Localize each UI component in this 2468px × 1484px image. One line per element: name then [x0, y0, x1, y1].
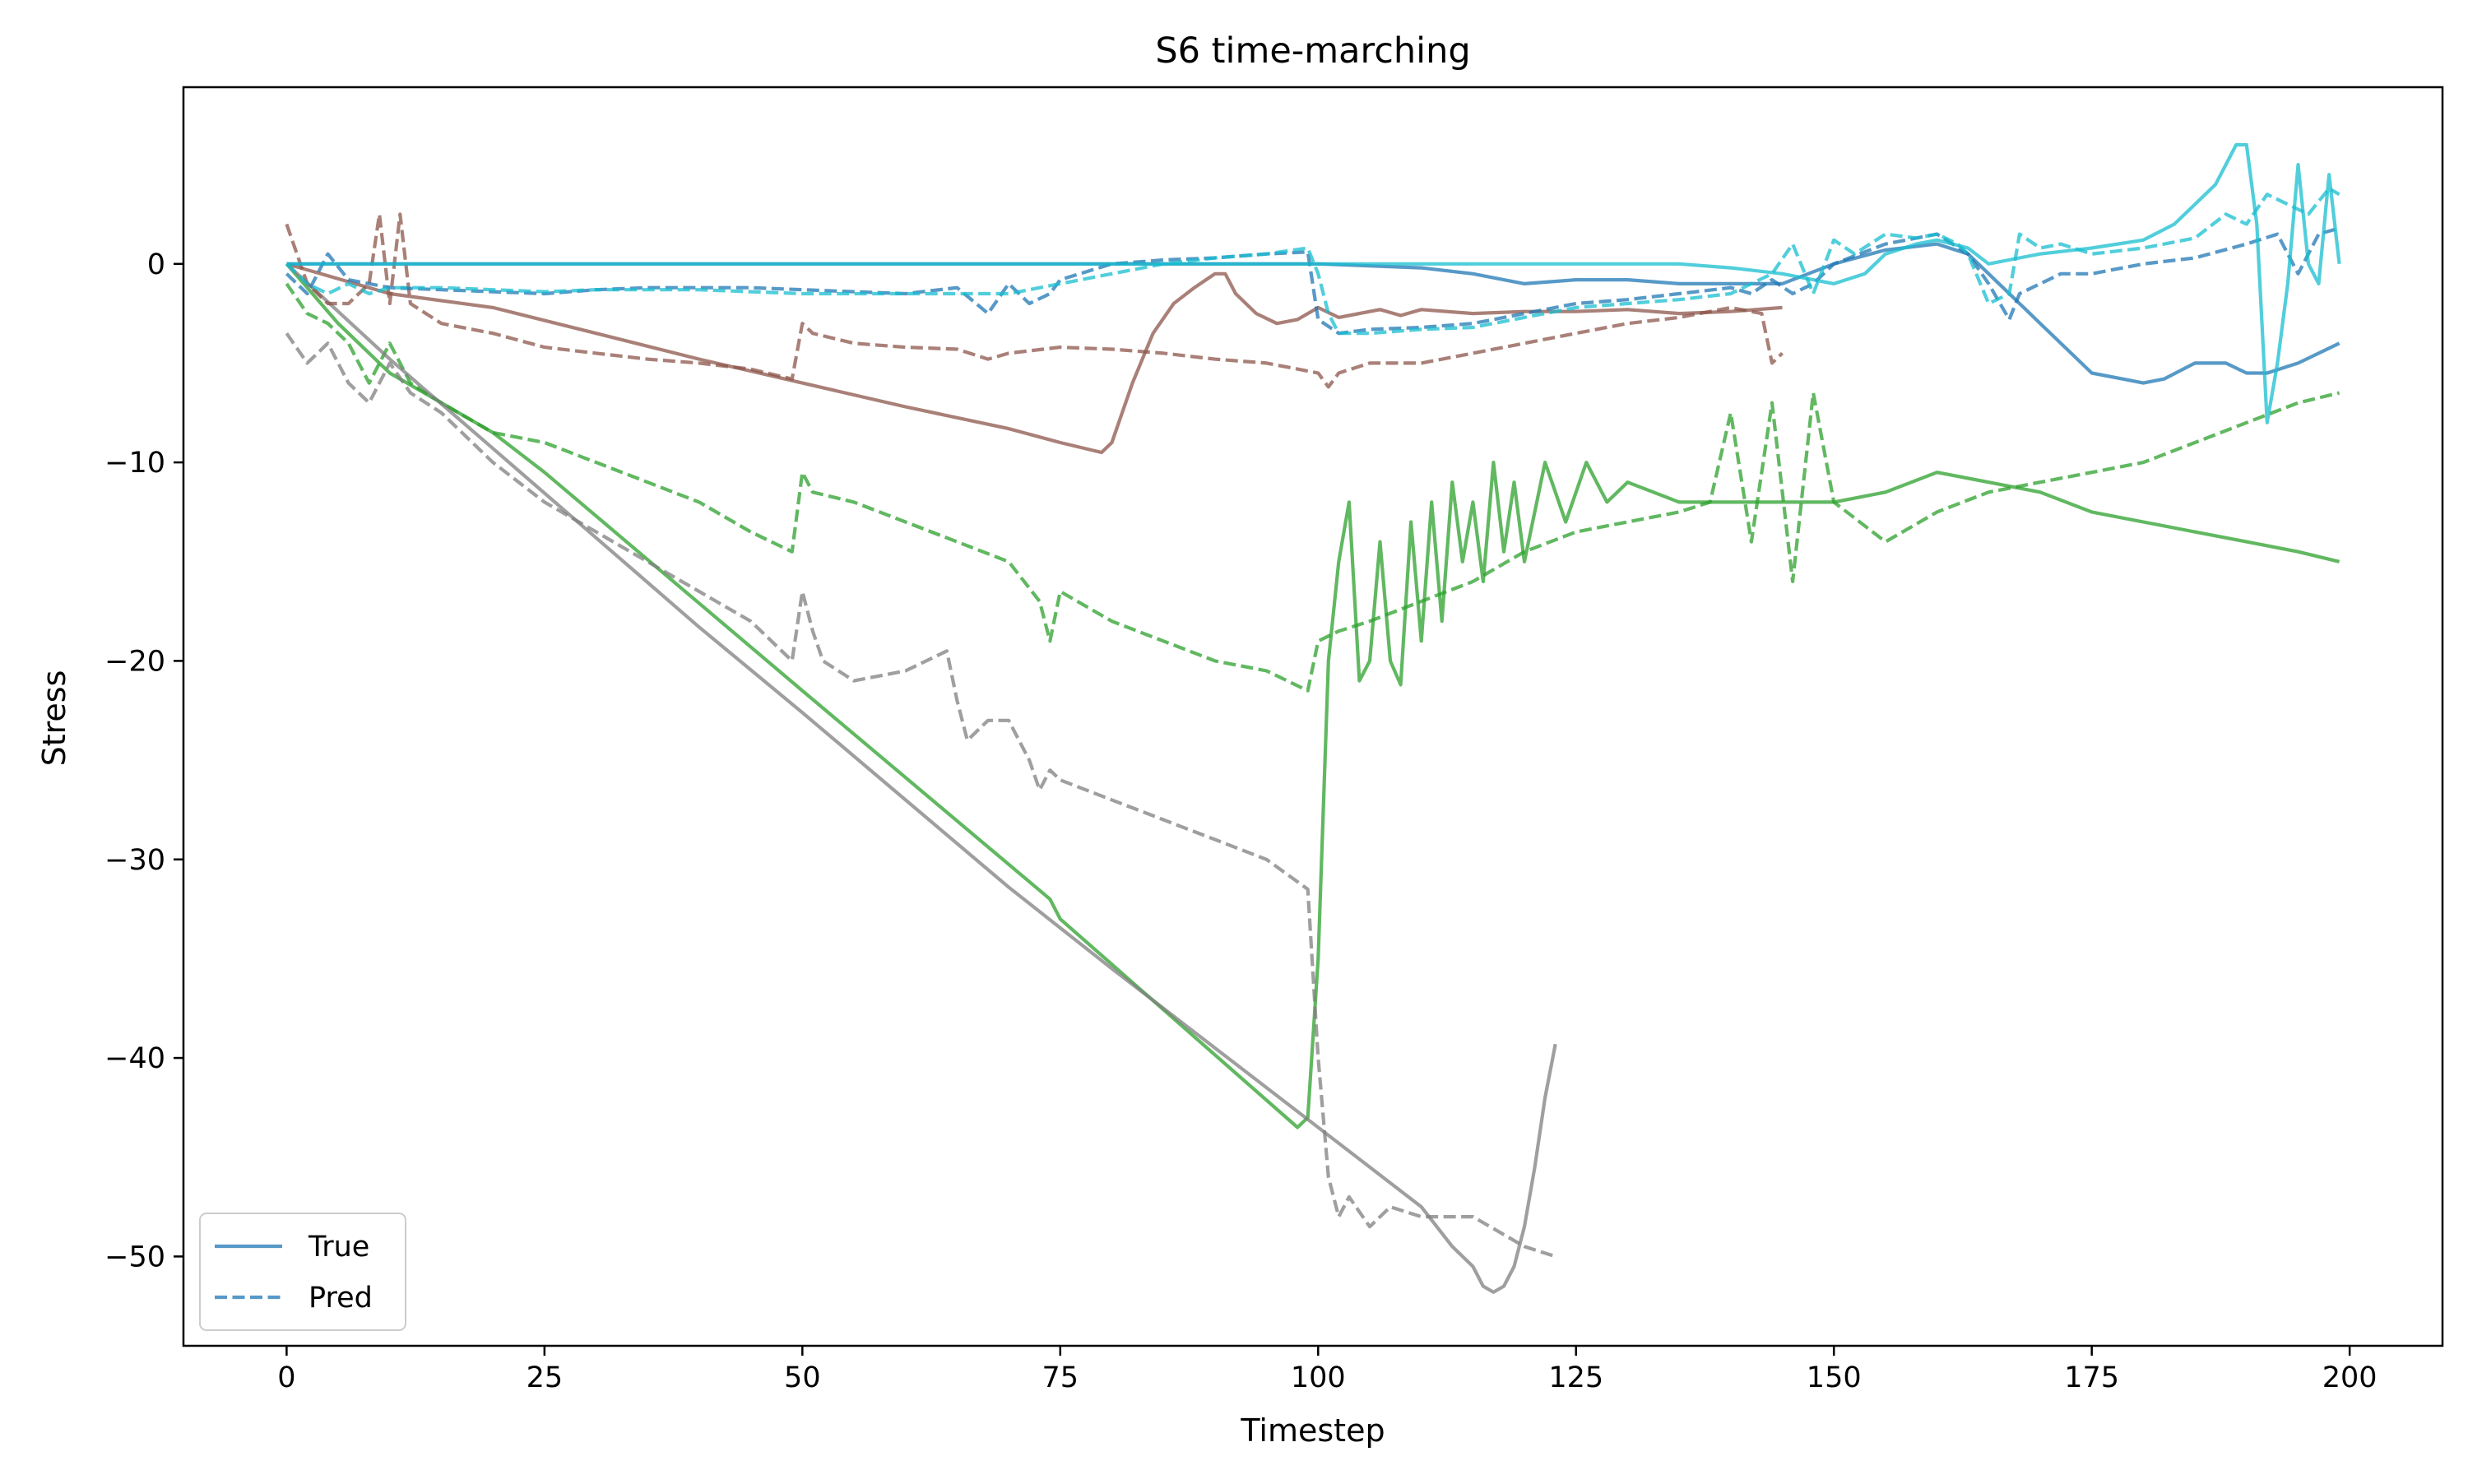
series-line-2-solid — [285, 262, 1557, 1294]
ticks-layer: 0 25 50 75 100 125 150 175 200 0 −10 −20 −30 −40 −50 — [104, 248, 2377, 1394]
y-tick-label: −50 — [104, 1241, 165, 1273]
y-tick-label: −10 — [104, 447, 165, 480]
x-tick-label: 25 — [527, 1361, 564, 1394]
series-line-5-dashed — [285, 212, 1784, 389]
y-tick-label: −30 — [104, 844, 165, 877]
x-tick-label: 200 — [2322, 1361, 2378, 1394]
legend-label: True — [308, 1231, 369, 1264]
x-tick-label: 50 — [784, 1361, 821, 1394]
legend-label: Pred — [308, 1282, 373, 1315]
series-line-4-solid — [285, 262, 1783, 455]
plot-frame — [182, 86, 2444, 1347]
chart-title: S6 time-marching — [1155, 30, 1470, 72]
x-tick-label: 100 — [1291, 1361, 1346, 1394]
x-tick-label: 0 — [277, 1361, 295, 1394]
x-axis-label: Timestep — [1240, 1412, 1385, 1449]
y-axis-label: Stress — [36, 670, 72, 767]
series-line-1-dashed — [285, 282, 2340, 693]
x-tick-label: 75 — [1042, 1361, 1079, 1394]
series-line-8-solid — [286, 142, 2341, 424]
legend: True Pred — [199, 1213, 406, 1331]
x-tick-label: 175 — [2064, 1361, 2119, 1394]
series-line-9-dashed — [285, 187, 2340, 336]
series-layer — [285, 142, 2341, 1294]
series-line-3-dashed — [285, 332, 1556, 1259]
x-tick-label: 150 — [1807, 1361, 1862, 1394]
y-tick-label: 0 — [147, 248, 165, 281]
y-tick-label: −20 — [104, 645, 165, 678]
series-line-7-dashed — [285, 226, 2340, 336]
legend-box — [199, 1213, 406, 1331]
x-tick-label: 125 — [1548, 1361, 1603, 1394]
y-tick-label: −40 — [104, 1042, 165, 1075]
